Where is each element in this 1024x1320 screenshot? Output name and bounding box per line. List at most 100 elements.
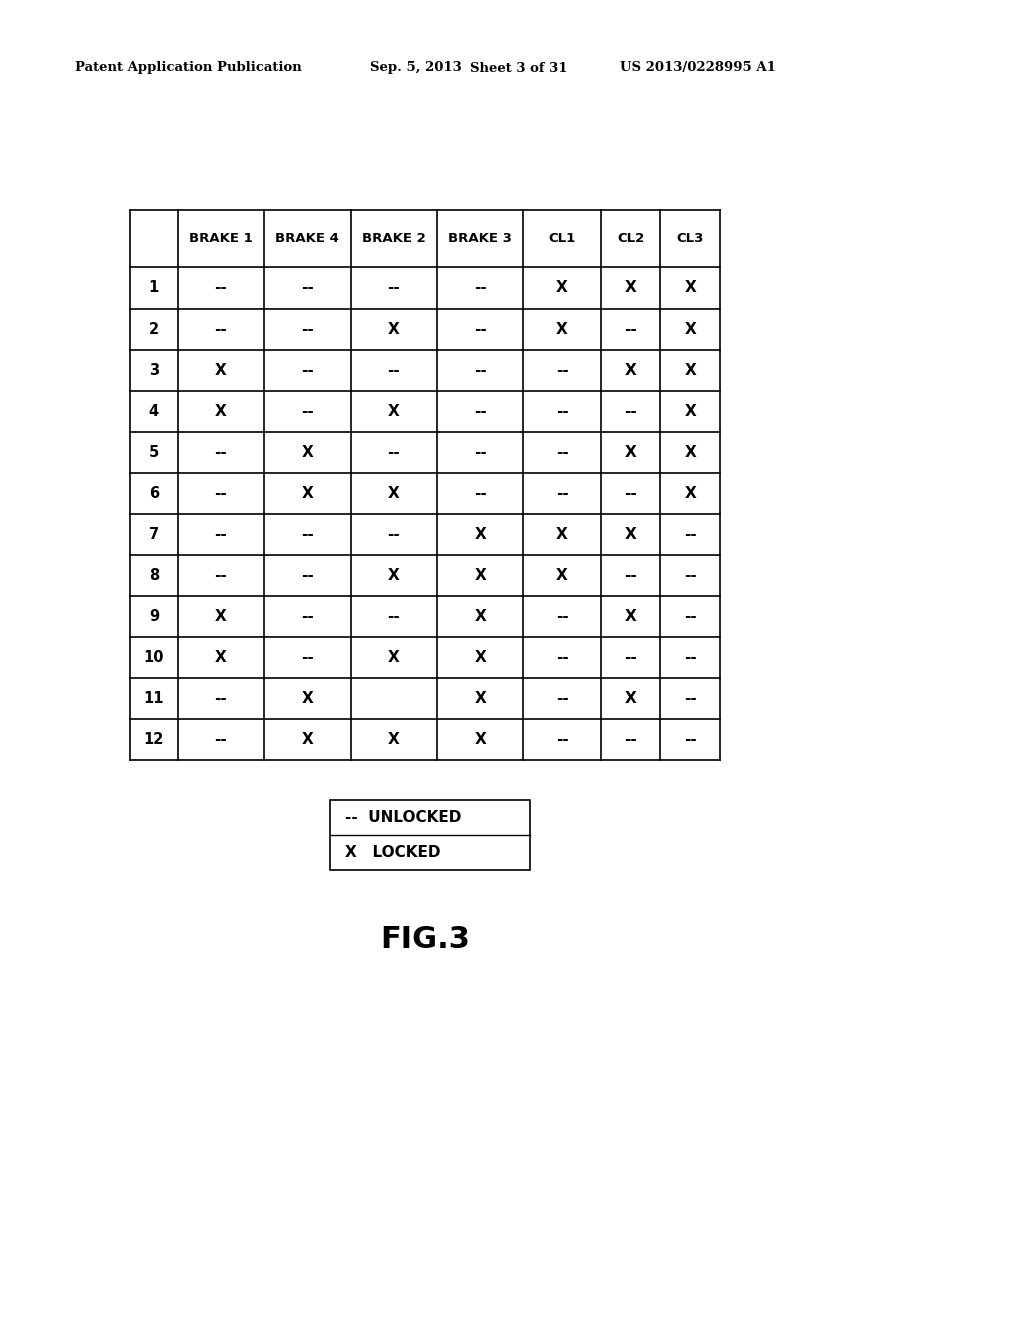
Text: X: X	[388, 568, 399, 583]
Text: X: X	[556, 527, 568, 541]
Text: X: X	[388, 404, 399, 418]
Text: --: --	[301, 280, 313, 296]
Text: BRAKE 4: BRAKE 4	[275, 232, 339, 246]
Text: --: --	[684, 733, 696, 747]
Text: --: --	[625, 733, 637, 747]
Text: X: X	[474, 733, 486, 747]
Text: --: --	[301, 527, 313, 541]
Text: X: X	[301, 690, 313, 706]
Text: X: X	[556, 322, 568, 337]
Text: Sheet 3 of 31: Sheet 3 of 31	[470, 62, 567, 74]
Text: --: --	[214, 445, 227, 459]
Text: X: X	[625, 280, 637, 296]
Text: 9: 9	[148, 609, 159, 624]
Text: --: --	[301, 363, 313, 378]
Text: 8: 8	[148, 568, 159, 583]
Text: CL1: CL1	[549, 232, 575, 246]
Text: 6: 6	[148, 486, 159, 500]
Text: --: --	[474, 486, 486, 500]
Text: BRAKE 1: BRAKE 1	[189, 232, 253, 246]
Text: --: --	[474, 363, 486, 378]
Text: --: --	[556, 733, 568, 747]
Text: X: X	[388, 322, 399, 337]
Text: 4: 4	[148, 404, 159, 418]
Text: --: --	[556, 690, 568, 706]
Text: --  UNLOCKED: -- UNLOCKED	[345, 810, 462, 825]
Text: --: --	[301, 649, 313, 665]
Text: 2: 2	[148, 322, 159, 337]
Text: --: --	[301, 404, 313, 418]
Bar	[330, 800, 530, 870]
Text: 5: 5	[148, 445, 159, 459]
Text: 12: 12	[143, 733, 164, 747]
Text: 11: 11	[143, 690, 164, 706]
Text: --: --	[474, 280, 486, 296]
Text: X: X	[625, 690, 637, 706]
Text: X   LOCKED: X LOCKED	[345, 845, 440, 861]
Text: X: X	[625, 609, 637, 624]
Text: BRAKE 3: BRAKE 3	[449, 232, 512, 246]
Text: --: --	[387, 609, 400, 624]
Text: X: X	[301, 733, 313, 747]
Text: X: X	[215, 649, 226, 665]
Text: X: X	[474, 609, 486, 624]
Text: --: --	[214, 280, 227, 296]
Text: 3: 3	[148, 363, 159, 378]
Text: --: --	[387, 363, 400, 378]
Text: X: X	[388, 486, 399, 500]
Text: --: --	[556, 649, 568, 665]
Text: X: X	[215, 363, 226, 378]
Text: --: --	[625, 404, 637, 418]
Text: 10: 10	[143, 649, 164, 665]
Text: X: X	[684, 322, 696, 337]
Text: 1: 1	[148, 280, 159, 296]
Text: --: --	[387, 527, 400, 541]
Text: --: --	[214, 527, 227, 541]
Text: Sep. 5, 2013: Sep. 5, 2013	[370, 62, 462, 74]
Text: --: --	[556, 486, 568, 500]
Text: CL2: CL2	[617, 232, 644, 246]
Text: X: X	[215, 609, 226, 624]
Text: --: --	[556, 363, 568, 378]
Text: X: X	[474, 649, 486, 665]
Text: X: X	[215, 404, 226, 418]
Text: X: X	[301, 445, 313, 459]
Text: --: --	[214, 733, 227, 747]
Text: --: --	[214, 568, 227, 583]
Text: X: X	[474, 690, 486, 706]
Text: X: X	[684, 363, 696, 378]
Text: --: --	[387, 280, 400, 296]
Text: X: X	[684, 445, 696, 459]
Text: CL3: CL3	[677, 232, 703, 246]
Text: X: X	[684, 404, 696, 418]
Text: X: X	[684, 486, 696, 500]
Text: BRAKE 2: BRAKE 2	[361, 232, 426, 246]
Text: --: --	[301, 609, 313, 624]
Text: X: X	[556, 568, 568, 583]
Text: --: --	[301, 322, 313, 337]
Text: FIG.3: FIG.3	[380, 925, 470, 954]
Text: X: X	[556, 280, 568, 296]
Text: US 2013/0228995 A1: US 2013/0228995 A1	[620, 62, 776, 74]
Text: --: --	[684, 649, 696, 665]
Text: X: X	[625, 363, 637, 378]
Text: --: --	[556, 609, 568, 624]
Text: --: --	[556, 404, 568, 418]
Text: --: --	[214, 690, 227, 706]
Text: X: X	[474, 568, 486, 583]
Text: --: --	[301, 568, 313, 583]
Text: --: --	[684, 527, 696, 541]
Text: --: --	[556, 445, 568, 459]
Text: --: --	[625, 486, 637, 500]
Text: --: --	[625, 322, 637, 337]
Text: X: X	[388, 649, 399, 665]
Text: --: --	[625, 568, 637, 583]
Text: --: --	[214, 322, 227, 337]
Text: --: --	[214, 486, 227, 500]
Text: --: --	[684, 690, 696, 706]
Text: 7: 7	[148, 527, 159, 541]
Text: X: X	[625, 445, 637, 459]
Text: --: --	[625, 649, 637, 665]
Text: --: --	[474, 404, 486, 418]
Text: --: --	[474, 445, 486, 459]
